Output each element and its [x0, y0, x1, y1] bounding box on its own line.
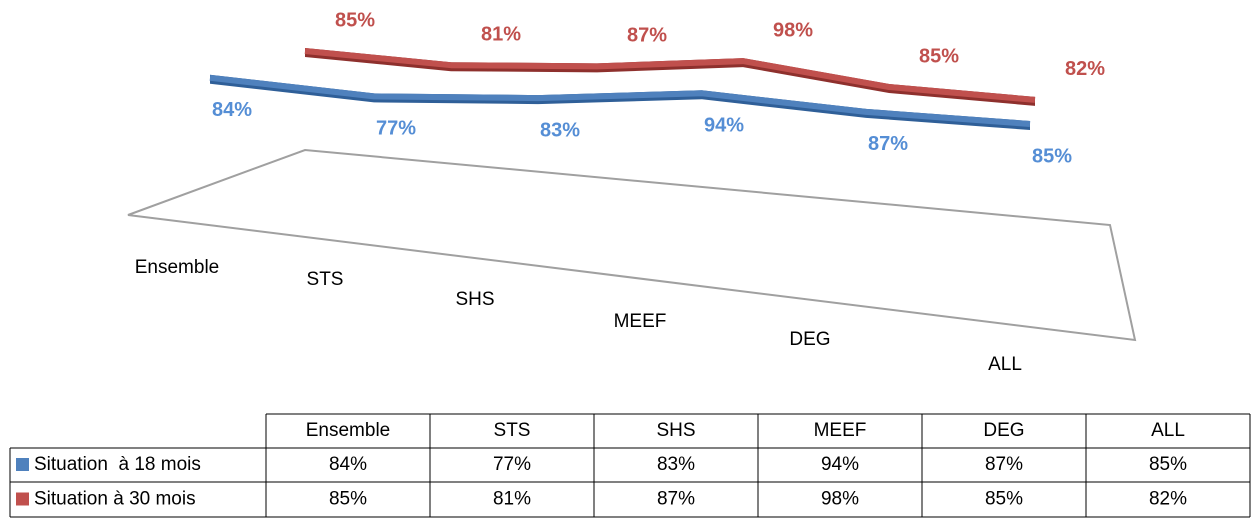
line-series: [304, 48, 1036, 103]
table-header: MEEF: [814, 420, 867, 441]
table-cell: 82%: [1149, 489, 1187, 510]
data-label: 83%: [540, 119, 580, 141]
x-tick-label: STS: [307, 269, 344, 290]
legend-swatch: [16, 492, 29, 506]
data-label: 82%: [1065, 58, 1105, 80]
table-cell: 87%: [657, 489, 695, 510]
legend-label: Situation à 18 mois: [34, 454, 201, 475]
table-header: Ensemble: [306, 420, 391, 441]
x-tick-label: DEG: [789, 329, 830, 350]
data-label: 85%: [1032, 145, 1072, 167]
table-cell: 85%: [985, 489, 1023, 510]
table-header: SHS: [656, 420, 695, 441]
table-cell: 84%: [329, 454, 367, 475]
floor-plane: [127, 148, 1137, 342]
table-header: STS: [494, 420, 531, 441]
table-header: DEG: [983, 420, 1024, 441]
table-cell: 81%: [493, 489, 531, 510]
table-cell: 83%: [657, 454, 695, 475]
data-label: 87%: [868, 133, 908, 155]
line-series: [209, 74, 1031, 127]
data-label: 85%: [919, 45, 959, 67]
x-tick-label: MEEF: [614, 311, 667, 332]
data-label: 81%: [481, 23, 521, 45]
table-cell: 98%: [821, 489, 859, 510]
table-cell: 85%: [329, 489, 367, 510]
data-label: 84%: [212, 99, 252, 121]
x-tick-label: ALL: [988, 354, 1022, 375]
x-tick-label: SHS: [455, 289, 494, 310]
legend-swatch: [16, 458, 29, 471]
data-label: 77%: [376, 118, 416, 140]
legend-label: Situation à 30 mois: [34, 489, 196, 510]
table-cell: 87%: [985, 454, 1023, 475]
x-tick-label: Ensemble: [135, 257, 220, 278]
data-label: 87%: [627, 25, 667, 47]
table-header: ALL: [1151, 420, 1185, 441]
table-cell: 94%: [821, 454, 859, 475]
data-label: 98%: [773, 19, 813, 41]
data-label: 85%: [335, 9, 375, 31]
ribbon-side: [210, 74, 1030, 130]
table-cell: 85%: [1149, 454, 1187, 475]
data-label: 94%: [704, 115, 744, 137]
table-cell: 77%: [493, 454, 531, 475]
